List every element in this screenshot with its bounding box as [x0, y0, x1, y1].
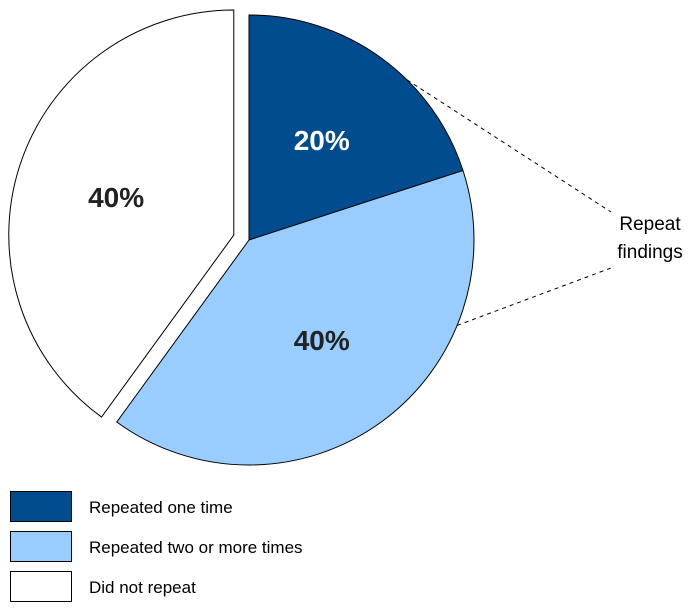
pie-slices [8, 9, 475, 466]
leader-line-top [406, 79, 612, 213]
annotation-line-2: findings [617, 242, 683, 263]
slice-labels: 20% 40% 40% [88, 125, 350, 356]
legend-swatch-repeated-two-or-more [10, 531, 72, 562]
pie-slice-repeated-two-or-more [116, 169, 475, 466]
slice-label-repeated-one-time: 20% [294, 125, 350, 156]
legend-label-repeated-one-time: Repeated one time [89, 498, 233, 517]
pie-slice-did-not-repeat [8, 9, 235, 418]
pie-chart: 20% 40% 40% Repeat findings [8, 9, 683, 466]
pie-slice-repeated-one-time [248, 14, 464, 241]
legend-swatch-repeated-one-time [10, 491, 72, 522]
legend-swatch-did-not-repeat [10, 571, 72, 602]
annotation-line-1: Repeat [619, 214, 681, 235]
leader-line-bottom [456, 267, 612, 326]
slice-label-did-not-repeat: 40% [88, 182, 144, 213]
legend-label-did-not-repeat: Did not repeat [89, 578, 196, 597]
slice-label-repeated-two-or-more: 40% [294, 325, 350, 356]
leader-lines [406, 79, 612, 326]
legend-label-repeated-two-or-more: Repeated two or more times [89, 538, 303, 557]
